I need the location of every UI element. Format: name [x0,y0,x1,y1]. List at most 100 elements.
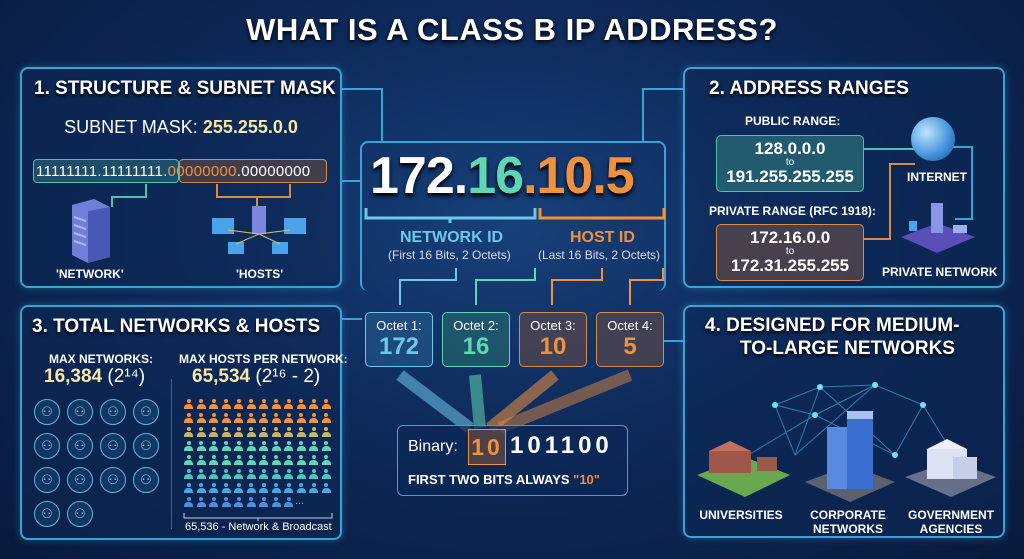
university-icon [697,441,790,497]
host-icon [259,497,268,507]
host-icon [221,441,231,451]
connector [342,180,360,182]
ranges-heading: 2. ADDRESS RANGES [709,78,909,99]
host-icon [271,483,281,493]
octet-value: 10 [539,333,567,360]
corporate-label: CORPORATE NETWORKS [798,508,898,536]
host-icon [259,427,268,437]
host-icon [221,497,231,507]
network-icon: ⚇ [67,399,93,425]
host-icon [309,469,318,479]
designed-heading-line2: TO-LARGE NETWORKS [740,338,955,359]
host-icon [221,469,231,479]
host-icon [259,483,268,493]
host-icon [284,441,293,451]
private-range-label: PRIVATE RANGE (RFC 1918): [709,204,876,218]
host-id-desc: (Last 16 Bits, 2 Octets) [538,248,661,262]
host-icon [221,455,231,465]
host-icon [209,455,218,465]
hosts-label: 'HOSTS' [236,267,284,281]
host-icon [234,413,243,423]
host-icon [184,469,193,479]
host-icon [309,413,318,423]
globe-icon [911,117,955,161]
divider [171,379,172,529]
host-icon [284,483,293,493]
designed-heading-line1: 4. DESIGNED FOR MEDIUM- [705,315,960,336]
host-icon [259,441,268,451]
host-icon [234,455,243,465]
host-icon [209,497,218,507]
octet-label: Octet 1: [376,318,422,333]
binary-rest-bits: 101100 [510,432,613,459]
host-icon [309,441,318,451]
mask-binary: 11111111.11111111.00000000.00000000 [36,163,310,180]
label-line: CORPORATE [810,508,886,522]
network-icon: ⚇ [100,399,126,425]
ip-dot: . [523,147,537,205]
network-icon: ⚇ [100,433,126,459]
hosts-bracket [183,513,333,521]
internet-label: INTERNET [907,170,967,184]
binary-note-text: FIRST TWO BITS ALWAYS [408,472,574,487]
host-icon [184,483,193,493]
to-text: to [785,246,795,257]
octet-value: 16 [462,333,490,360]
host-icon [221,427,231,437]
host-icon [246,455,256,465]
network-icon: ⚇ [133,399,159,425]
host-icon [296,455,306,465]
private-range-box: 172.16.0.0 to 172.31.255.255 [716,224,864,281]
totals-panel: 3. TOTAL NETWORKS & HOSTS MAX NETWORKS: … [20,305,348,540]
host-icon [271,413,281,423]
structure-heading: 1. STRUCTURE & SUBNET MASK [34,78,336,99]
label-line: UNIVERSITIES [699,508,783,522]
private-network-label: PRIVATE NETWORK [882,265,998,279]
host-icon [234,427,243,437]
binary-first-bits: 10 [468,429,506,465]
host-icon [184,497,193,507]
public-range-box: 128.0.0.0 to 191.255.255.255 [716,135,864,192]
designed-heading: 4. DESIGNED FOR MEDIUM- TO-LARGE NETWORKS [705,314,959,360]
connector [664,340,684,342]
host-icon [184,399,193,409]
host-icon [259,469,268,479]
host-icon [296,413,306,423]
corporate-icon [805,411,895,502]
host-icon [296,399,306,409]
host-icon [246,427,256,437]
host-icon [234,399,243,409]
host-icon [209,399,218,409]
octet-3-box: Octet 3: 10 [519,312,587,367]
bits-octet-4: .00000000 [236,163,311,180]
subnet-mask-label: SUBNET MASK: [64,117,198,137]
host-icon [309,483,318,493]
host-icon [296,469,306,479]
label-line: GOVERNMENT [907,508,994,522]
network-icon: ⚇ [34,399,60,425]
host-icon [321,413,331,423]
host-icon [259,413,268,423]
host-icon [271,469,281,479]
host-icon [271,399,281,409]
host-icon [196,455,206,465]
label-line: AGENCIES [919,522,983,536]
network-bits-box [33,159,179,183]
host-icon [209,441,218,451]
host-icon [284,455,293,465]
max-hosts-formula: (2¹⁶ - 2) [255,366,321,387]
label-line: NETWORKS [813,522,883,536]
host-icon [271,497,281,507]
network-icon: ⚇ [67,467,93,493]
host-icon [259,399,268,409]
network-id-label: NETWORK ID [400,229,504,246]
hosts-ellipsis: ... [295,495,305,507]
host-icon [184,413,193,423]
host-icon [321,441,331,451]
hosts-note: 65,536 - Network & Broadcast [185,521,332,533]
octet-1-box: Octet 1: 172 [365,312,433,367]
network-id-desc: (First 16 Bits, 2 Octets) [388,248,511,262]
connector [342,88,382,90]
max-networks-formula: (2¹⁴) [107,366,146,387]
to-text: to [785,157,795,168]
